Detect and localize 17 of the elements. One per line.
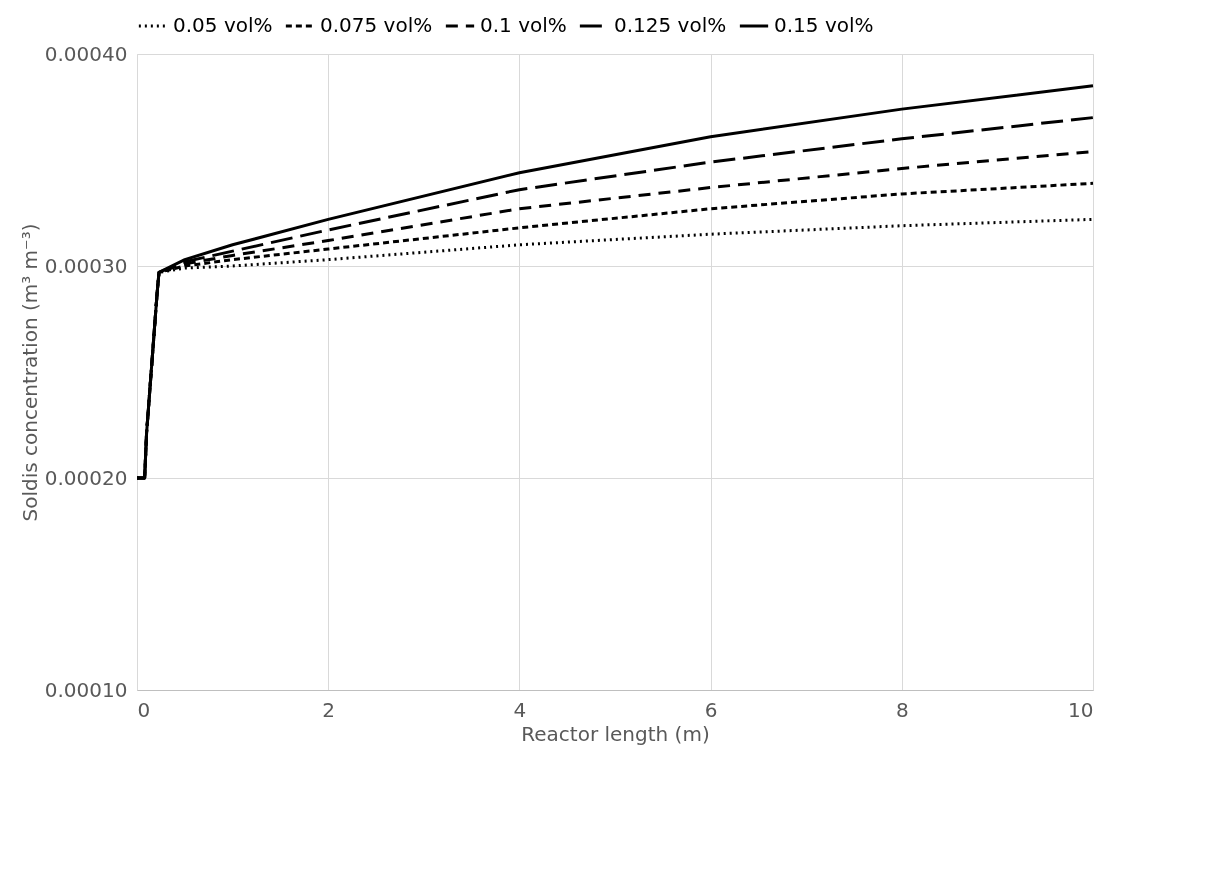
legend-label: 0.1 vol% xyxy=(480,13,567,37)
y-tick-label: 0.00030 xyxy=(44,253,128,278)
x-tick-label: 2 xyxy=(322,697,336,722)
x-tick-label: 4 xyxy=(513,697,527,722)
legend-label: 0.15 vol% xyxy=(774,13,874,37)
x-tick-label: 10 xyxy=(1068,697,1094,722)
y-tick-label: 0.00010 xyxy=(44,677,128,702)
legend-label: 0.125 vol% xyxy=(614,13,727,37)
legend-label: 0.05 vol% xyxy=(173,13,273,37)
x-tick-label: 6 xyxy=(704,697,718,722)
legend-label: 0.075 vol% xyxy=(320,13,433,37)
y-tick-label: 0.00040 xyxy=(44,41,128,66)
x-tick-label: 0 xyxy=(137,697,151,722)
y-tick-label: 0.00020 xyxy=(44,465,128,490)
x-axis-title: Reactor length (m) xyxy=(521,721,710,746)
x-tick-label: 8 xyxy=(895,697,909,722)
y-axis-title: Soldis concentration (m³ m⁻³) xyxy=(17,223,42,522)
